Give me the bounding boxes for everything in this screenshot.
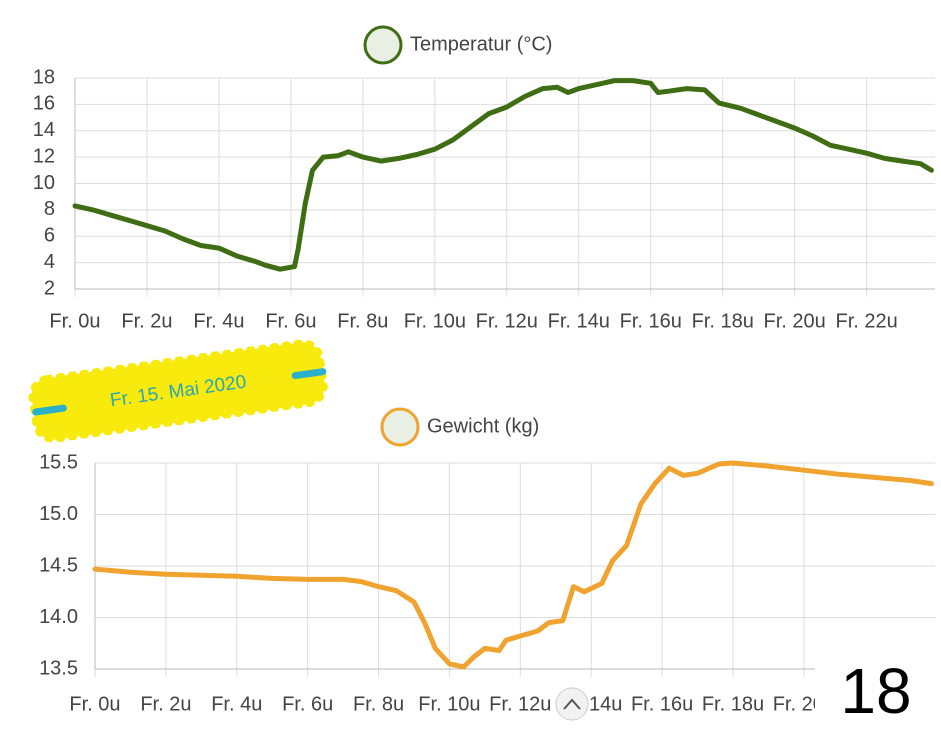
data-line: [92, 460, 934, 670]
y-tick-label: 12: [33, 145, 55, 167]
y-tick-label: 10: [33, 172, 55, 194]
y-tick-label: 14.0: [39, 606, 78, 628]
x-tick-label: Fr. 8u: [353, 693, 404, 715]
x-tick-label: Fr. 6u: [282, 693, 333, 715]
x-tick-label: Fr. 12u: [489, 693, 551, 715]
x-tick-label: Fr. 16u: [631, 693, 693, 715]
y-tick-label: 15.5: [39, 451, 78, 473]
x-tick-label: Fr. 0u: [49, 310, 100, 332]
x-tick-label: Fr. 18u: [702, 693, 764, 715]
y-tick-label: 2: [44, 277, 55, 299]
x-tick-label: Fr. 4u: [193, 310, 244, 332]
date-badge: Fr. 15. Mai 2020: [28, 339, 328, 443]
y-tick-label: 14.5: [39, 554, 78, 576]
scroll-top-icon: [563, 698, 581, 710]
y-tick-label: 16: [33, 93, 55, 115]
x-tick-label: Fr. 22u: [835, 310, 897, 332]
x-tick-label: Fr. 12u: [476, 310, 538, 332]
x-tick-label: Fr. 8u: [337, 310, 388, 332]
x-tick-label: Fr. 2u: [121, 310, 172, 332]
y-tick-label: 18: [33, 66, 55, 88]
y-tick-label: 14: [33, 119, 55, 141]
y-tick-label: 8: [44, 198, 55, 220]
y-tick-label: 4: [44, 251, 55, 273]
y-tick-label: 13.5: [39, 657, 78, 679]
x-tick-label: Fr. 6u: [265, 310, 316, 332]
scroll-top-button[interactable]: [555, 687, 589, 721]
x-tick-label: Fr. 18u: [692, 310, 754, 332]
x-tick-label: Fr. 16u: [620, 310, 682, 332]
x-tick-label: Fr. 10u: [404, 310, 466, 332]
page-number: 18: [840, 655, 911, 727]
badge-dash: [32, 404, 67, 416]
legend-swatch: [363, 25, 403, 65]
badge-dash: [291, 368, 327, 380]
x-tick-label: Fr. 0u: [69, 693, 120, 715]
page-number-box: [815, 640, 941, 741]
legend-label: Temperatur (°C): [410, 33, 552, 55]
charts: 2 4 6 8 10 12 14 16 18 Fr. 0u Fr. 2u Fr. 4u Fr. 6u Fr…: [33, 25, 935, 715]
x-tick-label: Fr. 10u: [418, 693, 480, 715]
y-tick-label: 6: [44, 225, 55, 247]
x-tick-label: Fr. 20u: [764, 310, 826, 332]
data-line: [72, 78, 934, 272]
legend-label: Gewicht (kg): [427, 415, 539, 437]
y-tick-label: 15.0: [39, 503, 78, 525]
x-tick-label: Fr. 4u: [211, 693, 262, 715]
x-tick-label: Fr. 2u: [140, 693, 191, 715]
legend-swatch: [380, 407, 420, 447]
x-tick-label: Fr. 14u: [548, 310, 610, 332]
